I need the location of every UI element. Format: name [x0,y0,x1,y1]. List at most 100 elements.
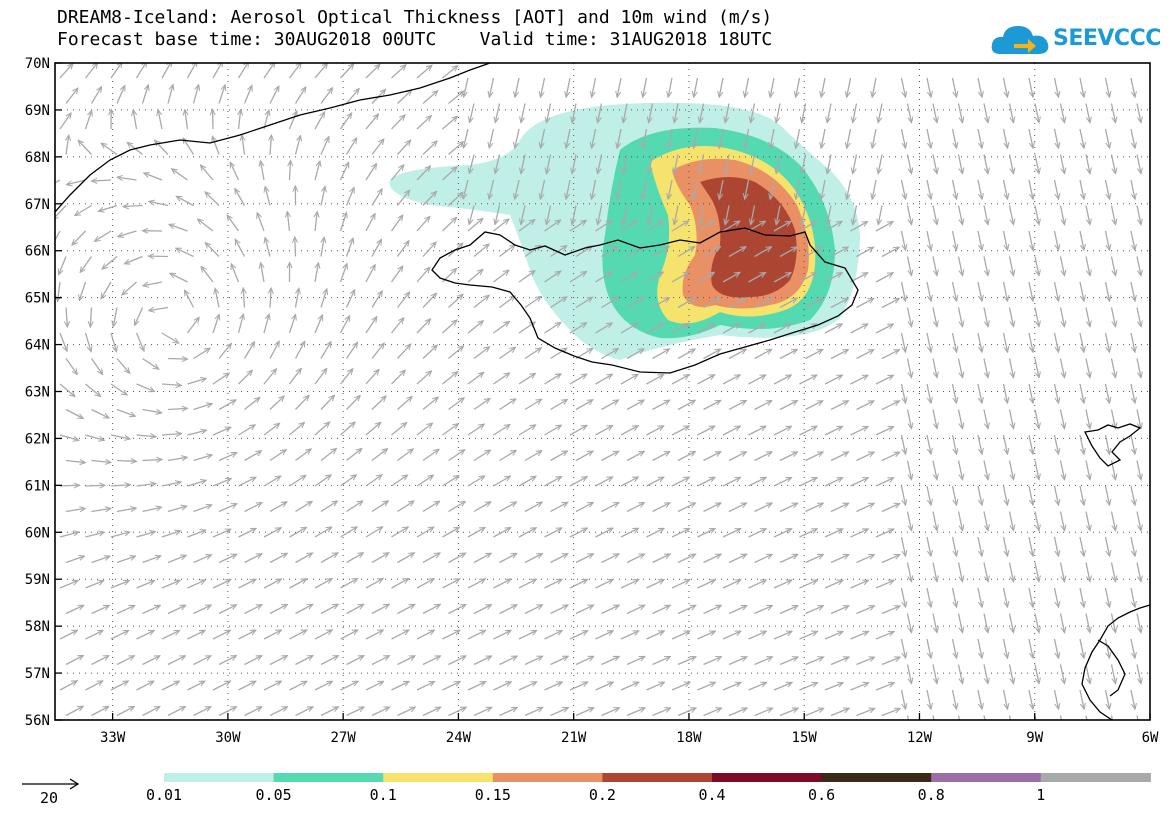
wind-arrow [878,103,883,123]
wind-arrow [95,230,112,241]
wind-arrow [1002,281,1008,301]
wind-arrow [499,605,517,615]
wind-arrow [722,375,740,385]
wind-arrow [748,324,766,334]
wind-arrow [473,656,491,666]
wind-arrow [847,128,852,148]
wind-arrow [595,375,612,385]
wind-arrow [779,503,797,513]
wind-arrow [856,350,874,360]
wind-arrow [116,86,125,104]
wind-arrow [167,556,186,564]
wind-arrow [422,242,436,257]
wind-arrow [951,536,957,556]
wind-arrow [881,555,899,564]
wind-arrow [932,307,937,327]
wind-arrow [493,219,509,232]
wind-arrow [932,562,937,582]
wind-arrow [524,399,541,411]
wind-arrow [422,345,437,359]
wind-arrow [575,605,593,615]
wind-arrow [779,452,797,462]
wind-arrow [1104,383,1110,403]
wind-arrow [518,631,536,640]
wind-arrow [263,315,269,334]
wind-arrow [493,373,510,385]
lon-label: 12W [907,730,933,746]
wind-arrow [1110,358,1116,378]
wind-arrow [365,682,383,691]
wind-arrow [320,137,329,155]
wind-arrow [396,241,409,257]
lat-label: 63N [25,385,50,401]
wind-arrow [1028,77,1033,97]
wind-arrow [515,77,520,97]
wind-vectors [55,63,1141,720]
wind-arrow [269,396,284,410]
wind-arrow [1028,281,1033,301]
wind-arrow [900,281,906,301]
wind-arrow [518,682,536,691]
wind-arrow [677,554,695,564]
wind-arrow [677,708,696,717]
wind-arrow [1136,460,1141,480]
wind-arrow [110,581,129,589]
wind-arrow [230,163,240,181]
wind-arrow [900,383,906,403]
wind-arrow [802,154,807,174]
wind-arrow [75,204,92,216]
wind-arrow [677,349,695,360]
wind-arrow [371,707,389,717]
wind-arrow [1034,613,1039,633]
wind-arrow [569,272,586,283]
wind-arrow [875,324,893,334]
wind-arrow [544,477,562,487]
wind-arrow [824,580,842,589]
wind-arrow [957,154,963,174]
wind-arrow [1136,409,1141,429]
wind-arrow [799,529,817,538]
wind-arrow [244,554,262,564]
wind-arrow [314,63,327,79]
wind-arrow [906,460,912,480]
wind-arrow [951,179,957,199]
wind-arrow [345,290,355,308]
wind-arrow [983,307,988,327]
wind-arrow [671,682,689,691]
wind-arrow [212,631,230,640]
wind-arrow [261,263,265,283]
wind-arrow [745,179,750,199]
wind-arrow [422,707,440,717]
wind-arrow [1053,332,1059,352]
wind-arrow [422,398,438,411]
wind-arrow [703,452,721,462]
wind-arrow [1136,664,1141,684]
wind-arrow [467,579,485,589]
wind-arrow [244,398,260,411]
wind-arrow [161,681,179,691]
wind-arrow [957,715,961,720]
wind-arrow [422,553,440,564]
wind-arrow [467,631,485,640]
wind-arrow [900,128,906,148]
wind-arrow [926,230,931,250]
wind-arrow [142,460,162,461]
wind-arrow [668,179,673,199]
wind-arrow [900,77,906,97]
wind-arrow [314,681,332,691]
wind-arrow [193,707,211,717]
wind-arrow [422,192,436,206]
wind-arrow [754,350,772,360]
wind-arrow [601,298,618,309]
wind-arrow [149,202,169,207]
wind-arrow [776,154,781,174]
wind-arrow [1053,638,1059,658]
wind-arrow [142,556,161,564]
wind-arrow [65,408,83,419]
wind-arrow [875,580,893,589]
wind-arrow [646,426,664,436]
wind-arrow [186,63,197,79]
wind-arrow [779,247,797,258]
wind-arrow [1059,307,1065,327]
